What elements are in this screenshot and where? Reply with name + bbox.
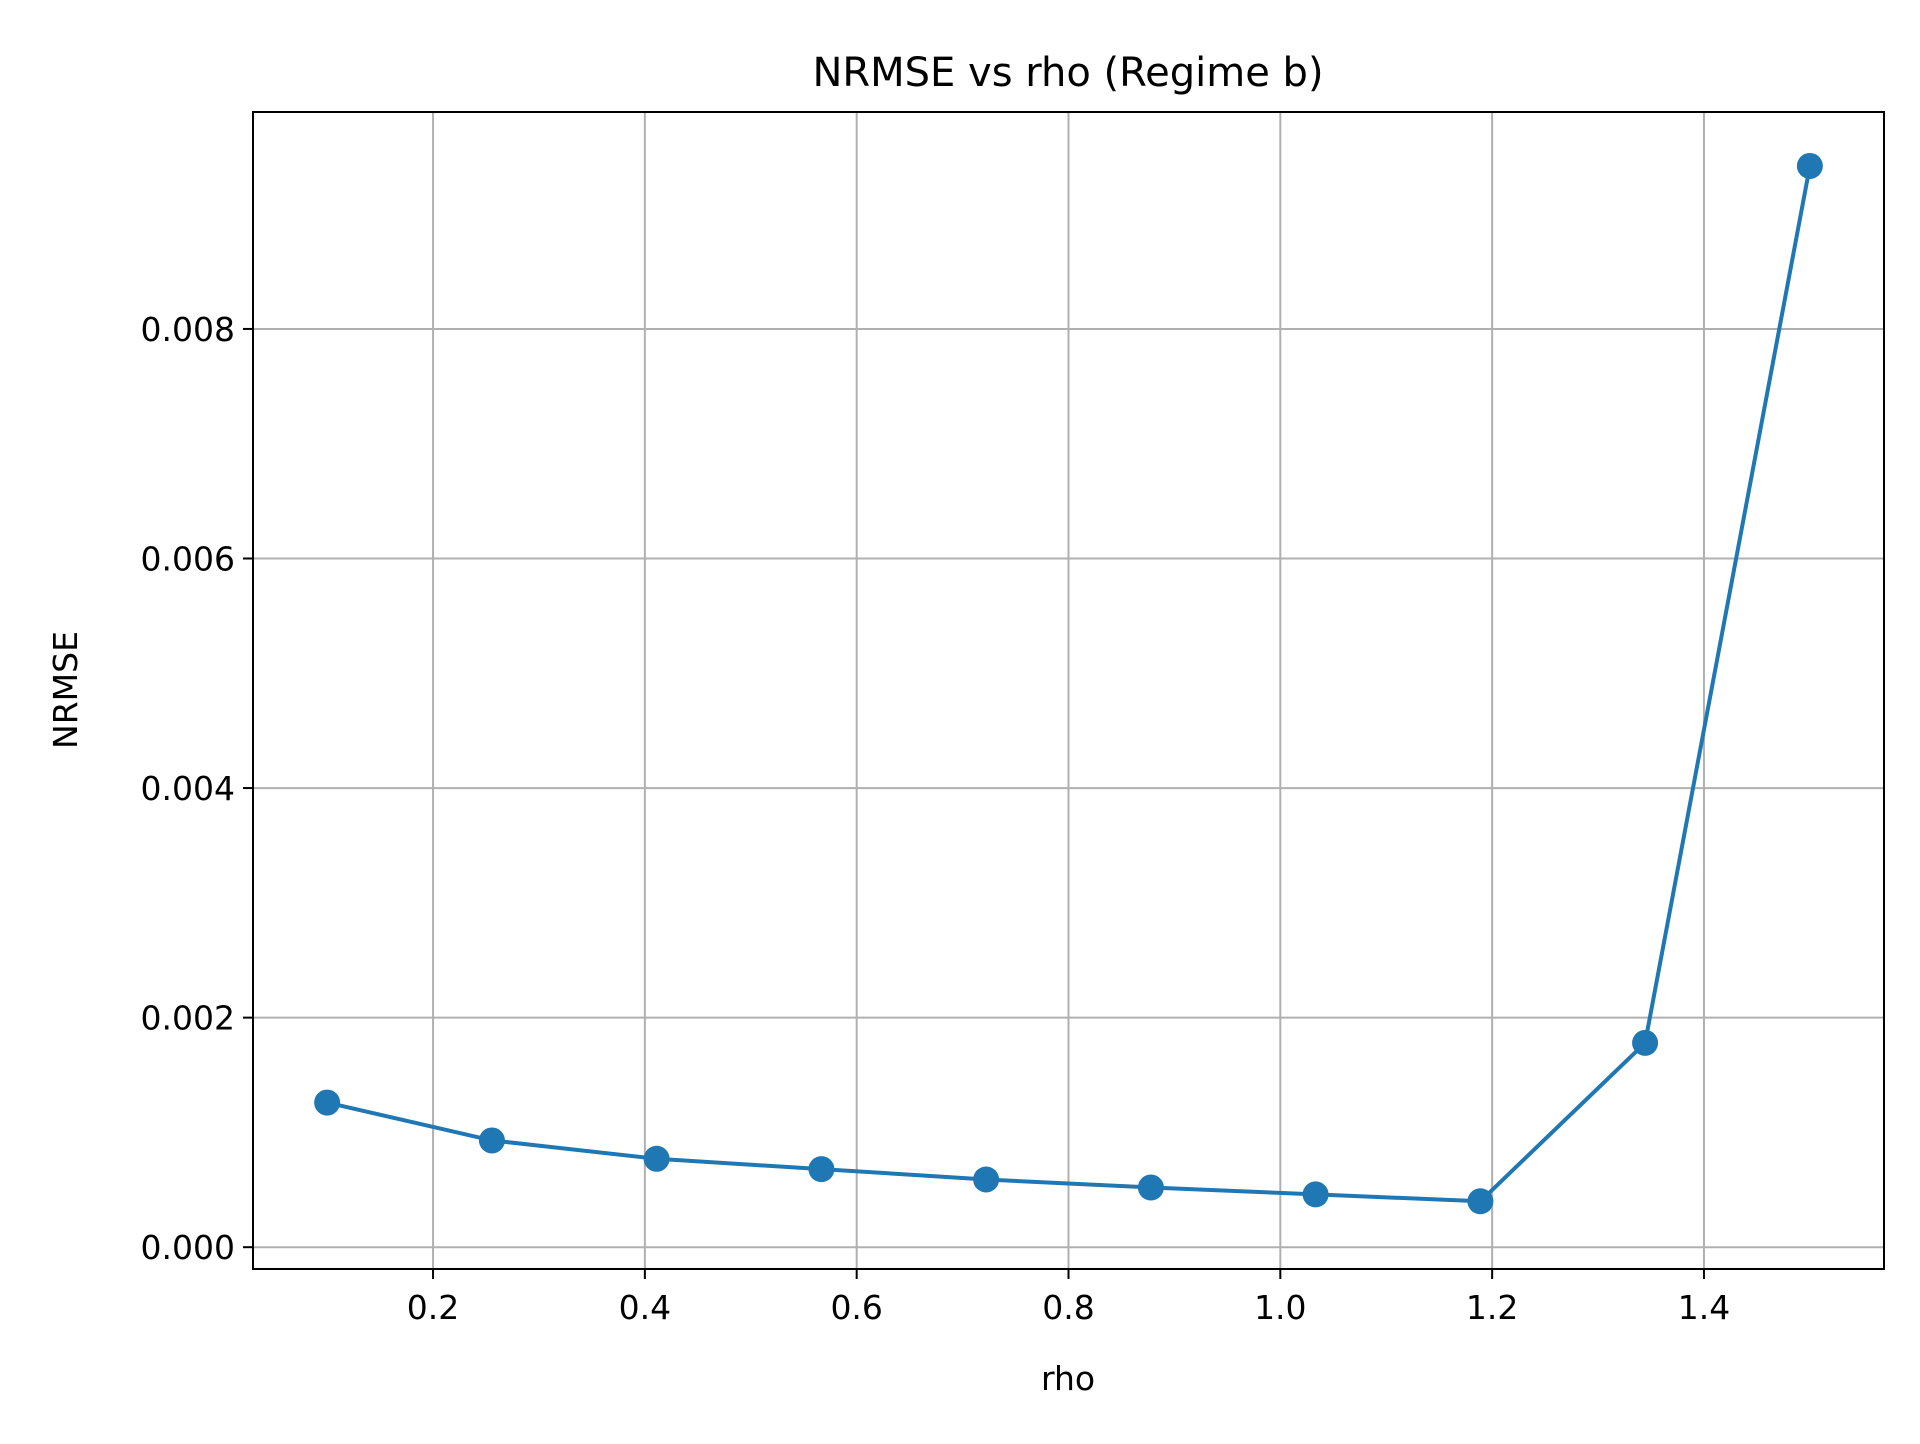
data-series — [314, 152, 1823, 1215]
data-point — [808, 1156, 835, 1183]
series-line — [325, 163, 1812, 1204]
axis-ticks: 0.2 0.4 0.6 0.8 1.0 1.2 1.4 0.000 0.002 0.004 0.00… — [141, 310, 1731, 1327]
data-point — [973, 1166, 1000, 1193]
data-point — [1796, 152, 1823, 179]
data-point — [1137, 1174, 1164, 1201]
data-point — [643, 1145, 670, 1172]
x-tick-label: 0.8 — [1042, 1288, 1094, 1327]
data-point — [478, 1127, 505, 1154]
x-tick-label: 0.6 — [830, 1288, 882, 1327]
y-axis-label: NRMSE — [46, 631, 85, 749]
y-tick-label: 0.006 — [141, 540, 235, 579]
y-tick-label: 0.002 — [141, 999, 235, 1038]
x-tick-label: 1.0 — [1254, 1288, 1306, 1327]
x-tick-label: 0.4 — [619, 1288, 671, 1327]
grid — [253, 112, 1884, 1269]
y-tick-label: 0.008 — [141, 310, 235, 349]
x-axis-label: rho — [1041, 1359, 1095, 1398]
data-point — [1467, 1188, 1494, 1215]
x-tick-label: 1.4 — [1678, 1288, 1730, 1327]
y-tick-label: 0.004 — [141, 769, 235, 808]
data-point — [1302, 1181, 1329, 1208]
x-tick-label: 0.2 — [407, 1288, 459, 1327]
y-tick-label: 0.000 — [141, 1228, 235, 1267]
data-point — [1632, 1029, 1659, 1056]
data-point — [314, 1089, 341, 1116]
x-tick-label: 1.2 — [1466, 1288, 1518, 1327]
chart-title: NRMSE vs rho (Regime b) — [812, 50, 1323, 96]
